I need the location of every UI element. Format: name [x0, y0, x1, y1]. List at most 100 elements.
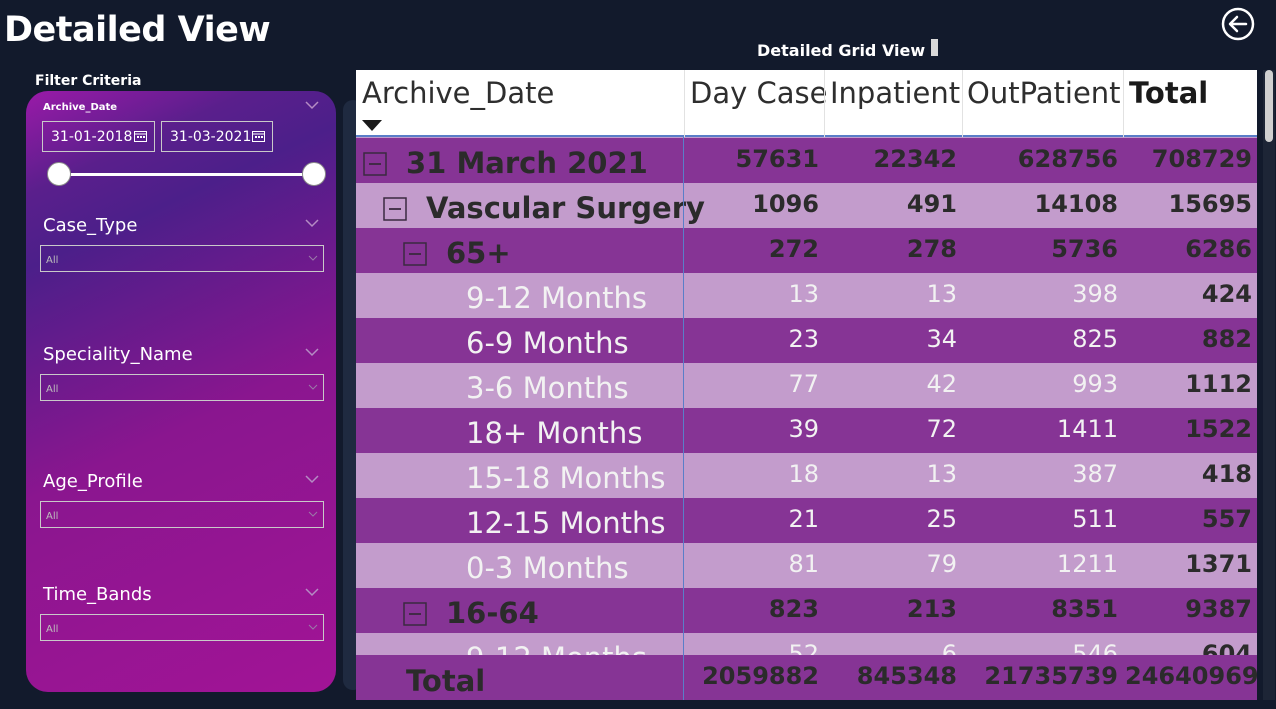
cell-outpatient: 387: [1072, 460, 1118, 488]
cell-day-case: 81: [788, 550, 819, 578]
sort-descending-icon[interactable]: [362, 120, 382, 131]
cell-day-case: 23: [788, 325, 819, 353]
cell-total: 418: [1201, 460, 1252, 488]
end-date-value: 31-03-2021: [170, 128, 252, 145]
total-inpatient: 845348: [856, 662, 957, 690]
chevron-down-icon[interactable]: [305, 100, 319, 110]
filter-title: Filter Criteria: [35, 73, 142, 89]
slider-start-handle[interactable]: [47, 162, 71, 186]
table-row: 3-6 Months 77 42 993 1112: [356, 363, 1257, 408]
start-date-value: 31-01-2018: [51, 128, 133, 145]
cell-inpatient: 79: [926, 550, 957, 578]
speciality-name-label: Speciality_Name: [43, 344, 193, 365]
table-row: 18+ Months 39 72 1411 1522: [356, 408, 1257, 453]
start-date-input[interactable]: 31-01-2018: [42, 121, 155, 152]
table-row: 9-12 Months 13 13 398 424: [356, 273, 1257, 318]
cell-total: 1112: [1185, 370, 1252, 398]
row-label: 16-64: [446, 596, 539, 630]
total-grand: 24640969: [1125, 662, 1257, 690]
cell-day-case: 13: [788, 280, 819, 308]
header-divider: [962, 70, 963, 137]
cell-total: 557: [1201, 505, 1252, 533]
column-divider: [683, 137, 684, 700]
header-inpatient[interactable]: Inpatient: [830, 76, 961, 110]
total-label: Total: [406, 664, 486, 698]
row-label: 9-12 Months: [466, 281, 648, 315]
chevron-down-icon[interactable]: [305, 347, 319, 357]
collapse-icon[interactable]: [363, 152, 387, 176]
cell-outpatient: 398: [1072, 280, 1118, 308]
collapse-icon[interactable]: [403, 242, 427, 266]
header-divider: [824, 70, 825, 137]
row-label: 18+ Months: [466, 416, 643, 450]
cell-total: 1371: [1185, 550, 1252, 578]
row-label: 12-15 Months: [466, 506, 666, 540]
filter-panel: [26, 91, 336, 692]
vertical-scrollbar[interactable]: [1263, 70, 1275, 700]
chevron-down-icon[interactable]: [305, 587, 319, 597]
chevron-down-icon: [308, 511, 318, 517]
calendar-icon[interactable]: [134, 130, 147, 142]
cell-inpatient: 25: [926, 505, 957, 533]
cell-outpatient: 8351: [1051, 595, 1118, 623]
cell-total: 6286: [1185, 235, 1252, 263]
cell-inpatient: 34: [926, 325, 957, 353]
cell-total: 424: [1201, 280, 1252, 308]
archive-date-label: Archive_Date: [43, 102, 118, 113]
time-bands-value: All: [46, 624, 59, 635]
cell-outpatient: 1211: [1056, 550, 1118, 578]
cell-outpatient: 1411: [1056, 415, 1118, 443]
case-type-dropdown[interactable]: All: [40, 245, 324, 272]
cell-outpatient: 511: [1072, 505, 1118, 533]
cell-inpatient: 213: [906, 595, 957, 623]
matrix-header: Archive_Date Day Case Inpatient OutPatie…: [356, 70, 1257, 137]
end-date-input[interactable]: 31-03-2021: [161, 121, 273, 152]
cell-total: 1522: [1185, 415, 1252, 443]
age-profile-dropdown[interactable]: All: [40, 501, 324, 528]
chevron-down-icon: [308, 624, 318, 630]
page-title: Detailed View: [4, 10, 271, 50]
table-row: Vascular Surgery 1096 491 14108 15695: [356, 183, 1257, 228]
header-total[interactable]: Total: [1129, 76, 1209, 110]
collapse-icon[interactable]: [383, 197, 407, 221]
cell-inpatient: 13: [926, 280, 957, 308]
row-label: Vascular Surgery: [426, 191, 705, 225]
collapse-icon[interactable]: [403, 602, 427, 626]
back-arrow-icon[interactable]: [1221, 7, 1255, 41]
chevron-down-icon: [308, 255, 318, 261]
cell-day-case: 18: [788, 460, 819, 488]
header-archive-date[interactable]: Archive_Date: [362, 76, 555, 110]
header-divider: [1123, 70, 1124, 137]
case-type-value: All: [46, 255, 59, 266]
chevron-down-icon: [308, 384, 318, 390]
cell-inpatient: 72: [926, 415, 957, 443]
cell-day-case: 39: [788, 415, 819, 443]
cell-outpatient: 14108: [1034, 190, 1119, 218]
header-outpatient[interactable]: OutPatient: [967, 76, 1121, 110]
cell-inpatient: 42: [926, 370, 957, 398]
table-row: 0-3 Months 81 79 1211 1371: [356, 543, 1257, 588]
calendar-icon[interactable]: [252, 130, 265, 142]
cell-total: 708729: [1151, 145, 1252, 173]
row-label: 15-18 Months: [466, 461, 666, 495]
time-bands-dropdown[interactable]: All: [40, 614, 324, 641]
cell-total: 15695: [1168, 190, 1253, 218]
table-row: 15-18 Months 18 13 387 418: [356, 453, 1257, 498]
chevron-down-icon[interactable]: [305, 218, 319, 228]
cell-inpatient: 22342: [873, 145, 958, 173]
cell-outpatient: 628756: [1017, 145, 1118, 173]
detailed-grid-matrix: Archive_Date Day Case Inpatient OutPatie…: [356, 70, 1257, 700]
grand-total-row: Total 2059882 845348 21735739 24640969: [356, 655, 1257, 700]
scrollbar-thumb[interactable]: [1265, 70, 1273, 142]
cell-day-case: 272: [768, 235, 819, 263]
age-profile-label: Age_Profile: [43, 471, 143, 492]
slider-end-handle[interactable]: [302, 162, 326, 186]
speciality-name-value: All: [46, 384, 59, 395]
cell-inpatient: 491: [906, 190, 957, 218]
date-range-slider-track[interactable]: [59, 173, 314, 176]
header-divider: [684, 70, 685, 137]
total-day-case: 2059882: [702, 662, 819, 690]
chevron-down-icon[interactable]: [305, 474, 319, 484]
header-day-case[interactable]: Day Case: [690, 76, 828, 110]
speciality-name-dropdown[interactable]: All: [40, 374, 324, 401]
